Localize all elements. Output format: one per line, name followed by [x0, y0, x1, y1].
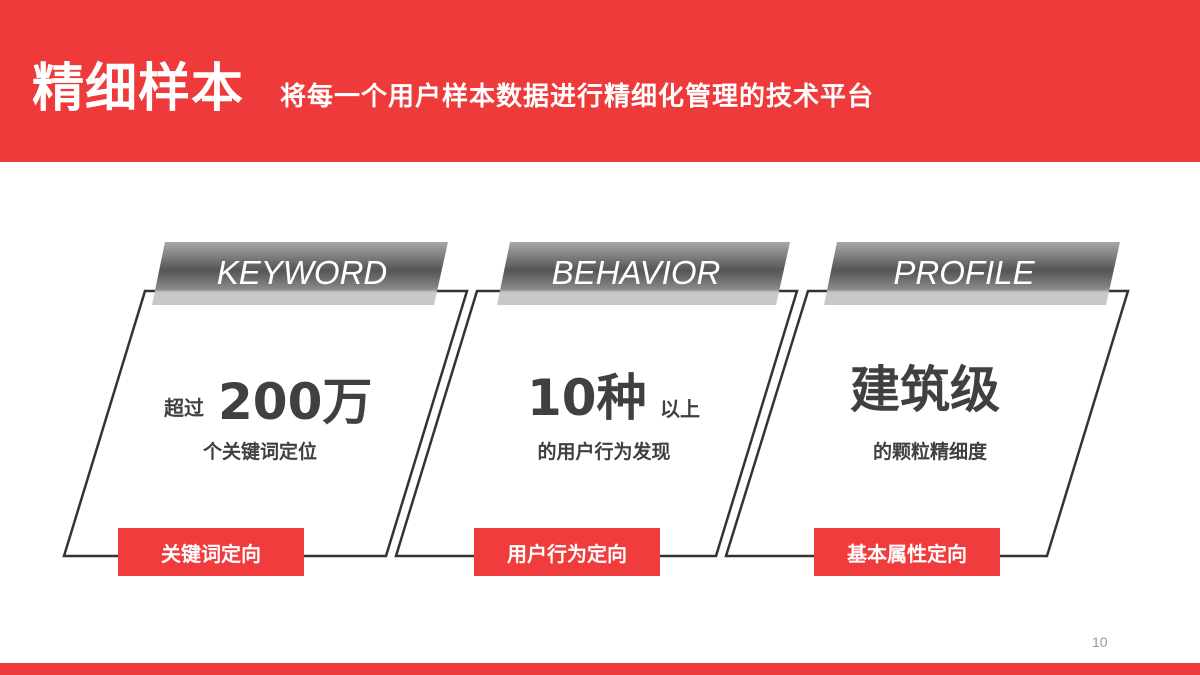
keyword-desc: 个关键词定位 [202, 441, 317, 463]
banner-label-keyword: KEYWORD [216, 254, 388, 291]
tag-keyword-targeting: 关键词定向 [118, 528, 304, 576]
banner-keyword [152, 242, 448, 305]
tag-profile-targeting: 基本属性定向 [814, 528, 1000, 576]
keyword-prefix: 超过 [164, 396, 204, 420]
banner-behavior [497, 242, 790, 305]
banner-label-behavior: BEHAVIOR [551, 254, 721, 291]
page-title: 精细样本 [32, 59, 245, 119]
footer-bar [0, 663, 1200, 675]
behavior-desc: 的用户行为发现 [537, 441, 671, 463]
behavior-suffix: 以上 [660, 397, 700, 421]
page-number: 10 [1092, 634, 1108, 650]
keyword-value: 200万 [218, 373, 373, 431]
tag-behavior-targeting: 用户行为定向 [474, 528, 660, 576]
header-bar: 精细样本 将每一个用户样本数据进行精细化管理的技术平台 [0, 0, 1200, 162]
card-frame-profile [724, 289, 1130, 558]
profile-desc: 的颗粒精细度 [872, 441, 987, 463]
behavior-value: 10种 [527, 369, 647, 427]
banner-profile [824, 242, 1120, 305]
profile-value: 建筑级 [850, 361, 1000, 419]
page-subtitle: 将每一个用户样本数据进行精细化管理的技术平台 [280, 82, 875, 112]
banner-label-profile: PROFILE [893, 254, 1035, 291]
